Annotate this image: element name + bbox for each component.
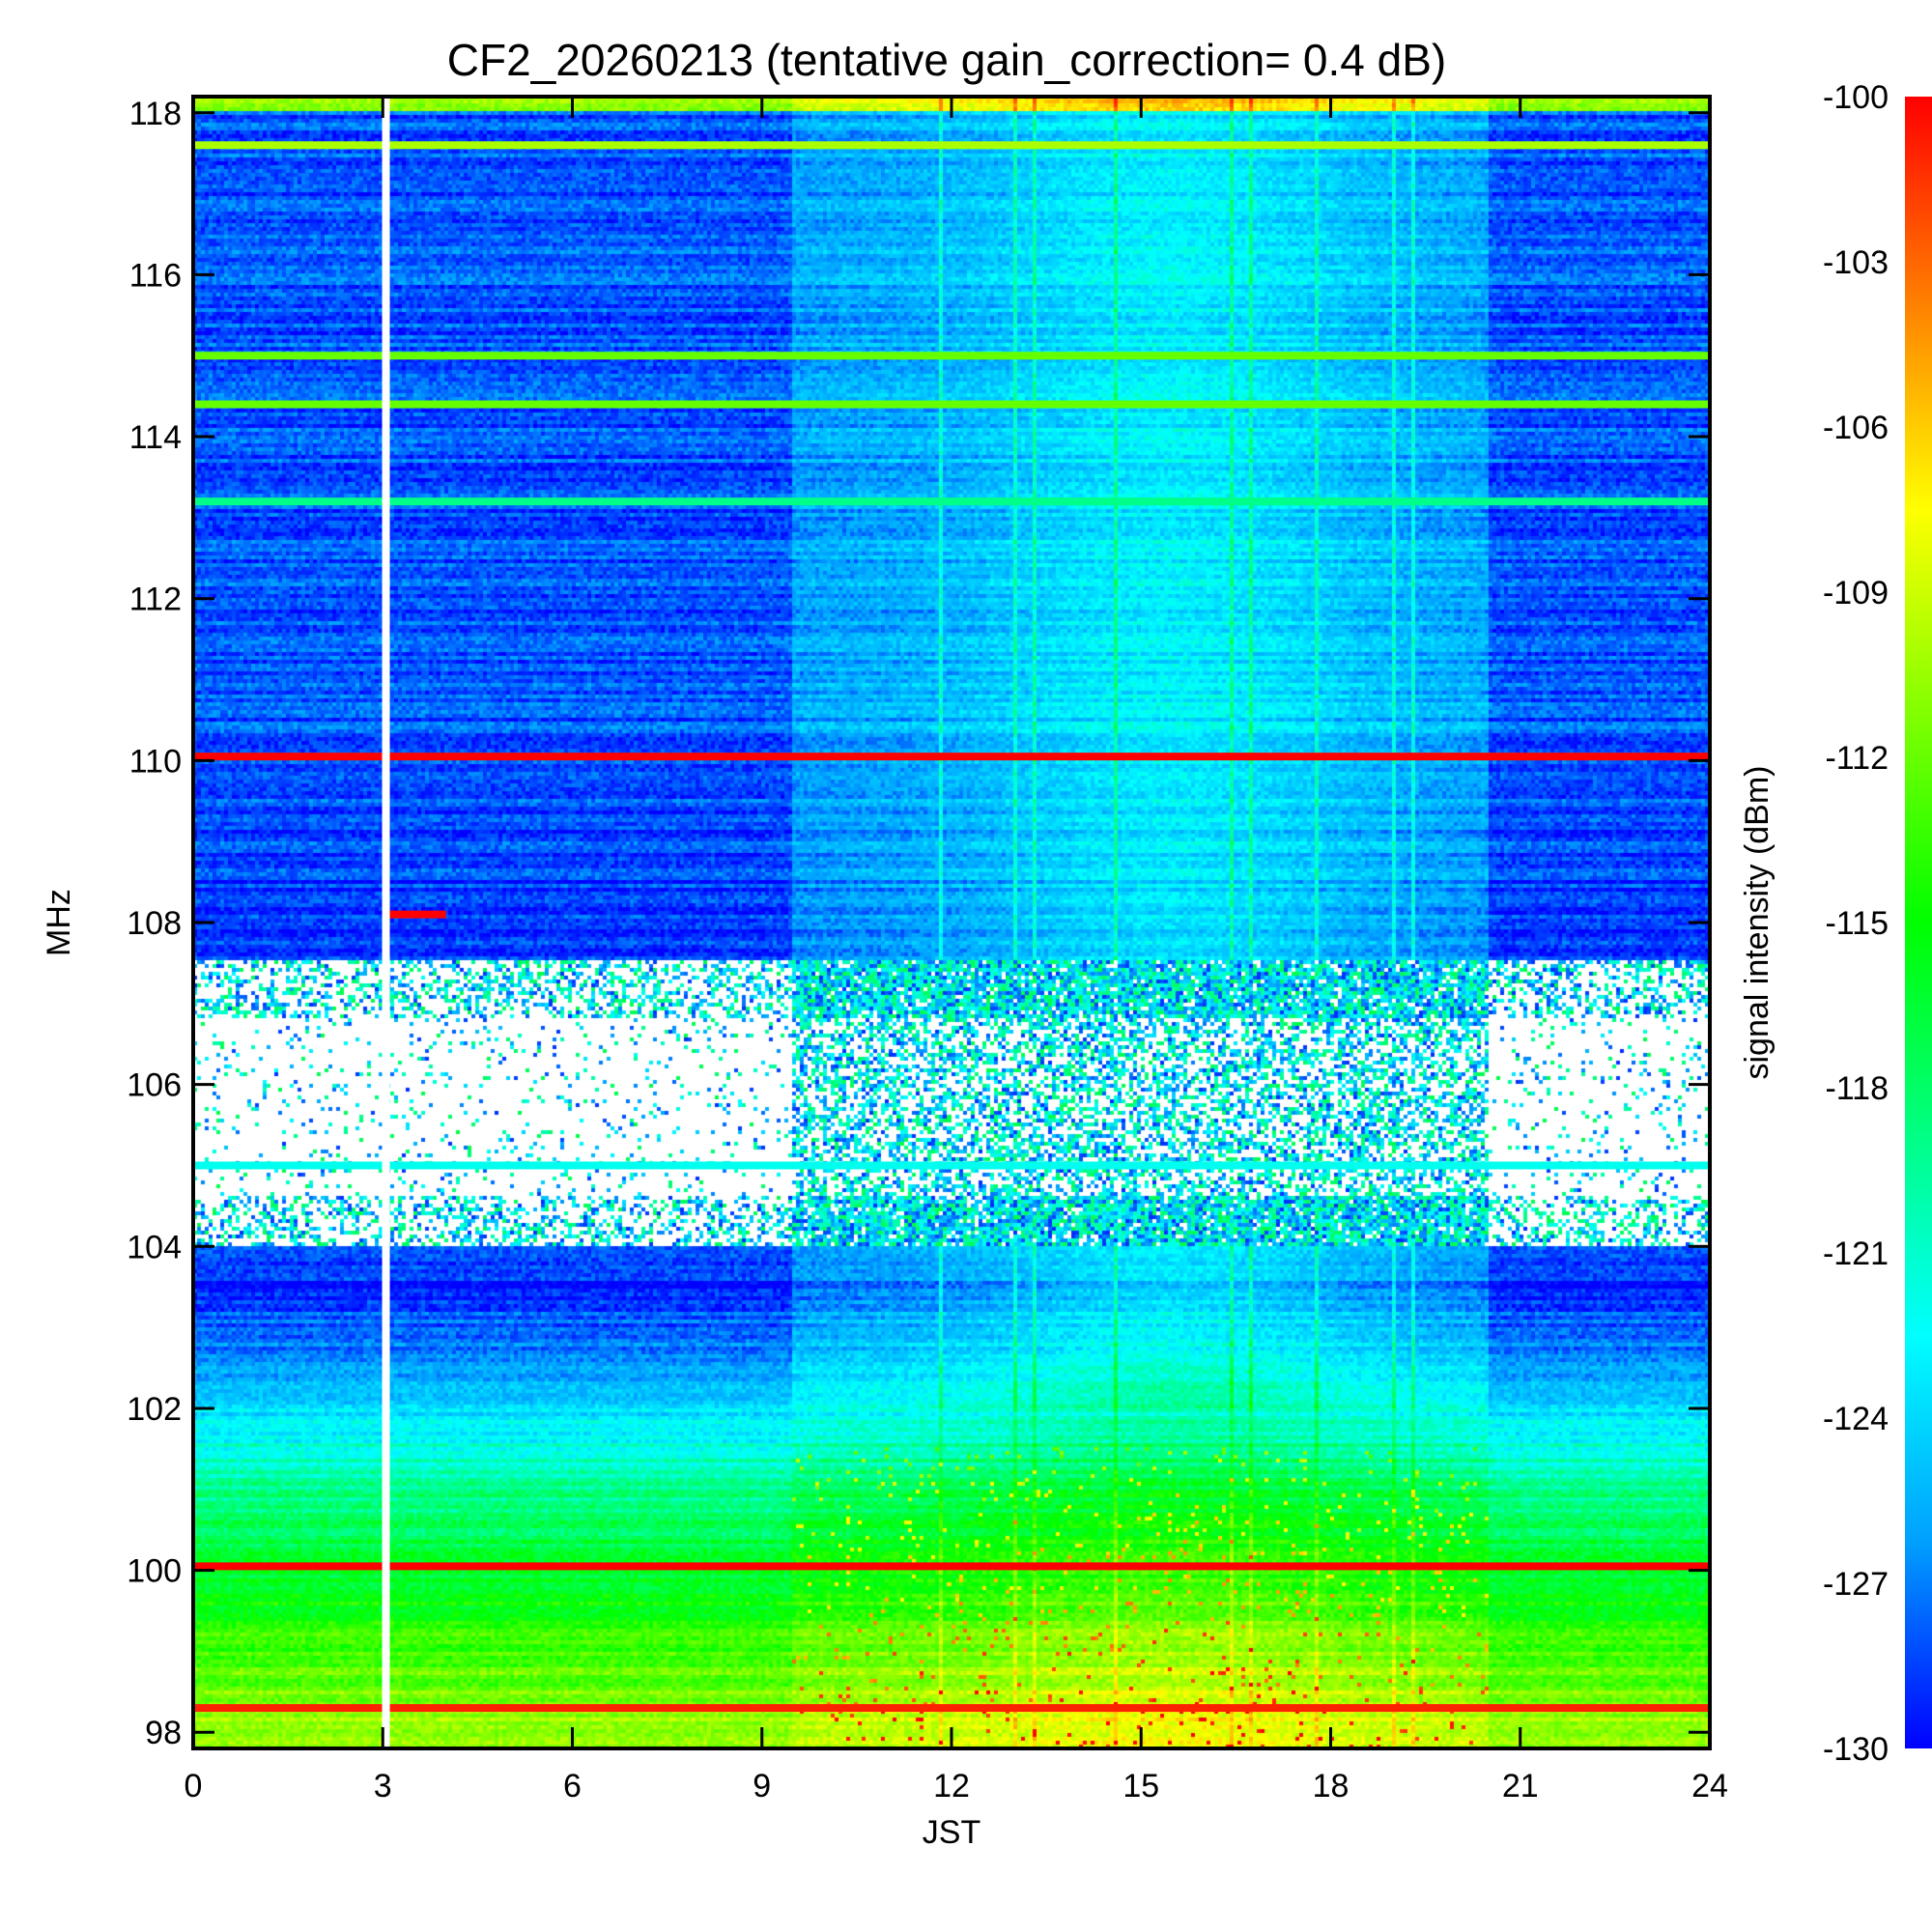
- y-tick-label-8: 114: [129, 419, 182, 456]
- x-tick-label-0: 0: [185, 1768, 203, 1804]
- x-tick-label-4: 12: [933, 1768, 970, 1804]
- y-axis-ticks: 98 100 102 104 106 108 110 112 114 116 118: [127, 96, 1710, 1751]
- y-tick-label-4: 106: [127, 1067, 182, 1104]
- x-tick-label-7: 21: [1502, 1768, 1539, 1804]
- colorbar-tick-label-4: -112: [1825, 740, 1889, 777]
- colorbar-tick-label-3: -109: [1823, 575, 1889, 611]
- strong-line-7: [193, 1562, 1710, 1571]
- y-tick-label-1: 100: [127, 1553, 182, 1590]
- x-tick-label-5: 15: [1122, 1768, 1159, 1804]
- x-tick-label-8: 24: [1691, 1768, 1728, 1804]
- data-gap-layer: [382, 97, 390, 1748]
- y-tick-label-10: 118: [129, 96, 182, 132]
- colorbar-tick-label-5: -115: [1825, 905, 1889, 942]
- colorbar-tick-label-9: -127: [1823, 1566, 1889, 1603]
- strong-line-4: [193, 753, 1710, 761]
- y-tick-label-2: 102: [127, 1391, 182, 1428]
- colorbar-label: signal intensity (dBm): [1739, 765, 1776, 1079]
- strong-line-3: [193, 497, 1710, 506]
- heatmap-image-holder: [193, 97, 1710, 1748]
- colorbar-tick-label-7: -121: [1823, 1236, 1889, 1272]
- heatmap-image: [193, 97, 1710, 1748]
- x-axis-ticks: 0 3 6 9 12 15 18 21 24: [185, 97, 1728, 1804]
- colorbar-tick-label-0: -100: [1823, 79, 1889, 116]
- y-tick-label-5: 108: [127, 905, 182, 942]
- strong-line-5: [383, 910, 446, 919]
- colorbar-gradient: [1905, 97, 1932, 1748]
- colorbar-tick-label-6: -118: [1825, 1070, 1889, 1107]
- strong-line-2: [193, 400, 1710, 409]
- strong-line-8: [193, 1704, 1710, 1713]
- data-gap-stripe: [382, 97, 390, 1748]
- x-tick-label-3: 9: [753, 1768, 771, 1804]
- x-axis-label: JST: [923, 1814, 980, 1851]
- strong-line-6: [193, 1161, 1710, 1170]
- y-tick-label-3: 104: [127, 1229, 182, 1265]
- x-tick-label-1: 3: [374, 1768, 392, 1804]
- colorbar-tick-label-1: -103: [1823, 244, 1889, 281]
- chart-title: CF2_20260213 (tentative gain_correction=…: [447, 35, 1446, 85]
- colorbar-tick-label-10: -130: [1823, 1731, 1889, 1768]
- colorbar-ticks: -100 -103 -106 -109 -112 -115 -118 -121 -124 -127…: [1823, 79, 1889, 1768]
- colorbar-tick-label-2: -106: [1823, 410, 1889, 446]
- x-tick-label-2: 6: [563, 1768, 582, 1804]
- y-tick-label-7: 112: [129, 582, 182, 618]
- y-tick-label-6: 110: [129, 743, 182, 780]
- strong-line-0: [193, 141, 1710, 150]
- colorbar: [1905, 97, 1932, 1748]
- y-tick-label-0: 98: [145, 1715, 182, 1751]
- y-tick-label-9: 116: [129, 257, 182, 294]
- x-tick-label-6: 18: [1313, 1768, 1350, 1804]
- y-axis-label: MHz: [41, 889, 77, 956]
- strong-line-1: [193, 352, 1710, 360]
- colorbar-tick-label-8: -124: [1823, 1401, 1889, 1437]
- strong-lines-layer: [193, 141, 1710, 1713]
